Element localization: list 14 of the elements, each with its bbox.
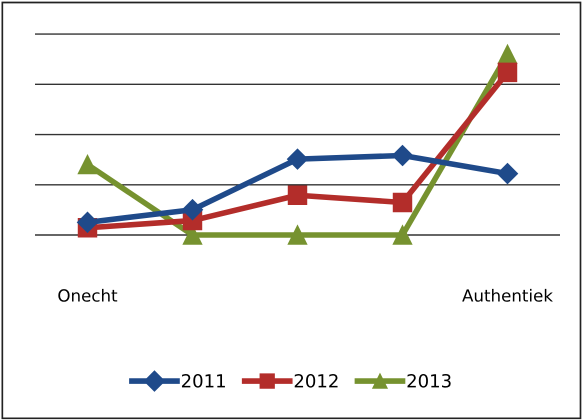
point [288, 225, 308, 245]
point [182, 199, 204, 220]
point [288, 186, 308, 205]
legend-label: 2013 [407, 374, 451, 388]
point [392, 192, 412, 212]
x-tick-label: Onecht [58, 288, 118, 302]
point [498, 62, 518, 82]
point [78, 154, 98, 174]
point [76, 212, 98, 233]
point [392, 225, 412, 245]
x-tick-label: Authentiek [462, 288, 553, 302]
point [496, 163, 518, 184]
legend-label: 2012 [294, 374, 338, 388]
legend-label: 2011 [182, 374, 225, 388]
